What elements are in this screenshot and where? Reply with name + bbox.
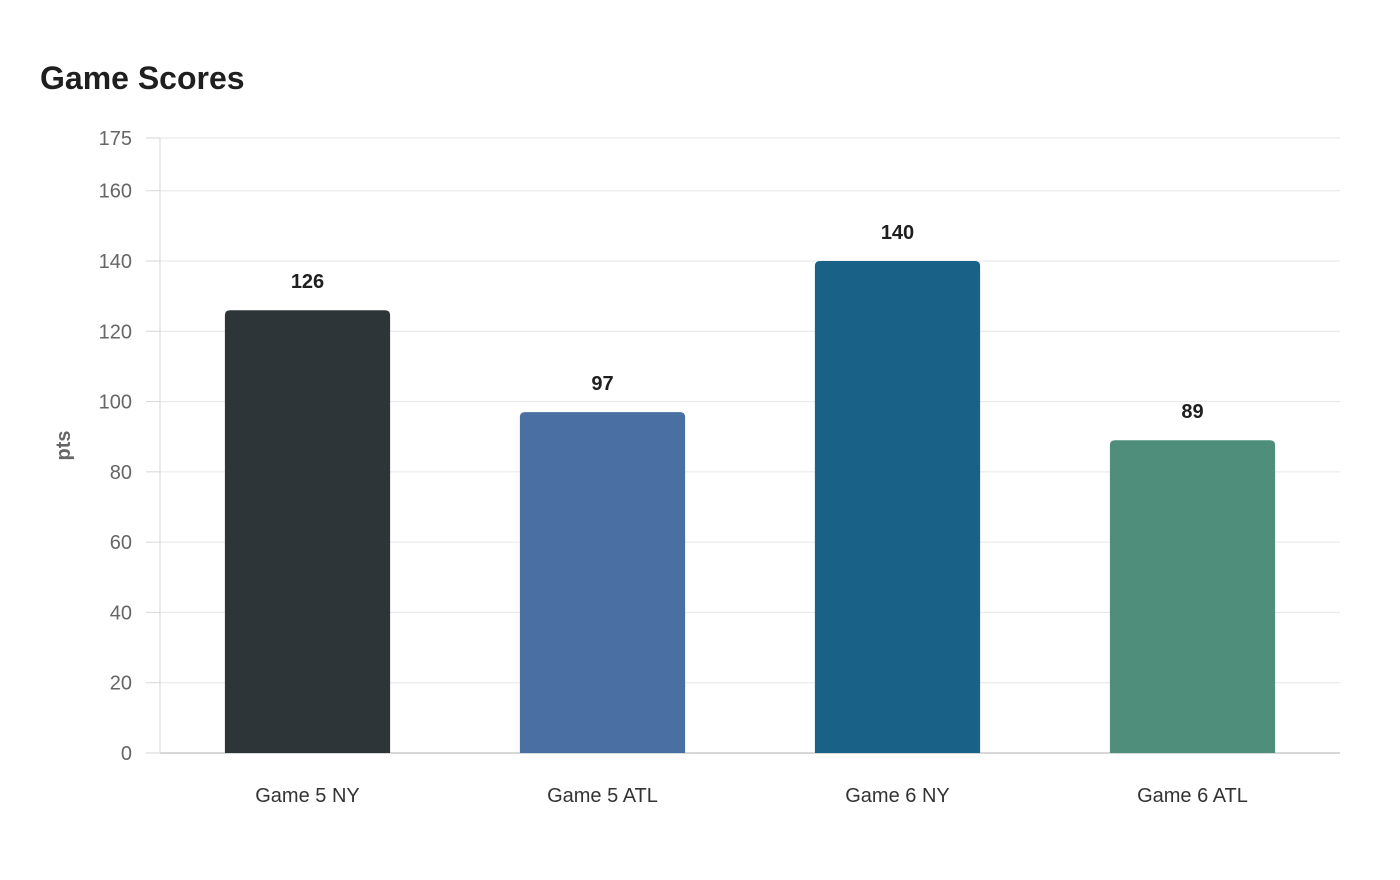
bar-value-label: 126 — [291, 271, 324, 293]
labels: 0 20 40 60 80 100 120 140 160 175 126 Game 5 NY 97 Ga… — [99, 128, 1248, 807]
bar-value-label: 97 — [591, 373, 613, 395]
y-tick-label: 120 — [99, 321, 132, 343]
x-tick-label: Game 5 NY — [255, 785, 359, 807]
bar — [519, 412, 686, 753]
bar-value-label: 140 — [881, 222, 914, 244]
y-axis-label: pts — [53, 431, 75, 461]
y-tick-label: 40 — [110, 602, 132, 624]
x-tick-label: Game 6 ATL — [1137, 785, 1248, 807]
y-tick-label: 140 — [99, 251, 132, 273]
bar — [814, 261, 981, 753]
x-tick-label: Game 5 ATL — [547, 785, 658, 807]
y-tick-label: 100 — [99, 392, 132, 414]
y-tick-label: 20 — [110, 673, 132, 695]
bar — [224, 310, 391, 753]
bars — [224, 261, 1276, 753]
y-tick-label: 160 — [99, 181, 132, 203]
y-tick-label: 80 — [110, 462, 132, 484]
bar — [1109, 440, 1276, 753]
y-tick-label: 175 — [99, 128, 132, 150]
chart-title: Game Scores — [40, 60, 245, 96]
bar-value-label: 89 — [1181, 401, 1203, 423]
y-tick-label: 0 — [121, 743, 132, 765]
x-tick-label: Game 6 NY — [845, 785, 949, 807]
y-tick-label: 60 — [110, 532, 132, 554]
